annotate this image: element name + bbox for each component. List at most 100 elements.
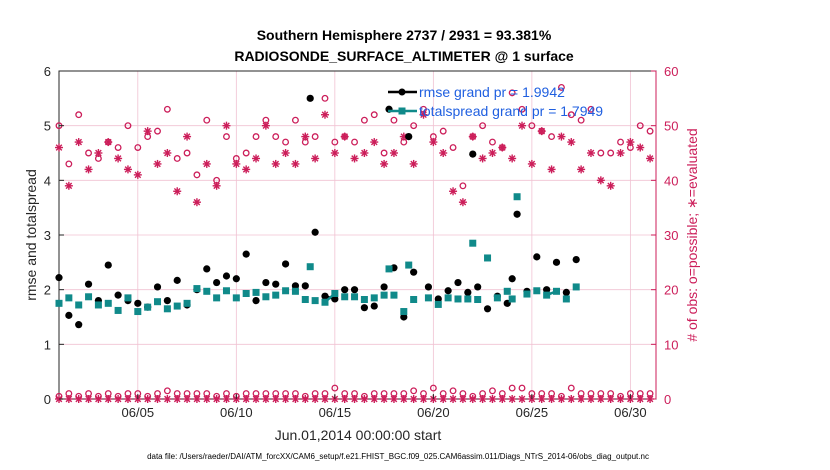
totalspread-point [222, 287, 230, 295]
right-y-axis-label: # of obs: o=possible; ∗=evaluated [684, 128, 700, 341]
obs-possible-marker [390, 116, 398, 124]
obs-possible-marker [252, 133, 260, 141]
rmse-point [262, 278, 270, 287]
right-axis-ticks: 0 10 20 30 40 50 60 [651, 64, 678, 407]
x-tick-label: 06/05 [122, 405, 155, 420]
totalspread-point [94, 301, 102, 309]
obs-evaluated-marker [320, 110, 329, 119]
obs-evaluated-marker [252, 154, 261, 163]
totalspread-point [114, 306, 122, 314]
obs-possible-marker [587, 105, 595, 113]
totalspread-point [85, 293, 93, 301]
obs-possible-marker [223, 133, 230, 141]
rmse-point [543, 286, 551, 294]
obs-evaluated-marker [380, 159, 389, 168]
obs-possible-marker [360, 116, 368, 124]
obs-possible-marker [321, 94, 329, 102]
obs-evaluated-marker [340, 395, 349, 403]
x-axis-label: Jun.01,2014 00:00:00 start [275, 427, 442, 443]
obs-evaluated-marker [527, 159, 536, 168]
obs-evaluated-marker [389, 395, 398, 403]
obs-possible-marker [65, 160, 73, 168]
obs-possible-marker [163, 105, 171, 113]
rmse-point [311, 228, 319, 236]
totalspread-point [370, 294, 378, 302]
totalspread-point [474, 296, 482, 304]
totalspread-point [55, 299, 63, 307]
rmse-point [301, 282, 309, 290]
obs-possible-marker [124, 122, 132, 130]
right-tick-label: 30 [664, 228, 678, 243]
legend: rmse grand pr = 1.9942 totalspread grand… [388, 84, 603, 119]
rmse-point [114, 291, 122, 299]
obs-evaluated-marker [577, 395, 586, 403]
obs-evaluated-marker [222, 121, 231, 130]
obs-evaluated-marker [261, 121, 270, 130]
obs-possible-marker [193, 171, 201, 179]
obs-evaluated-marker [55, 143, 63, 152]
totalspread-point [523, 290, 531, 298]
totalspread-point [321, 298, 329, 306]
obs-evaluated-marker [557, 395, 566, 403]
rmse-point [232, 275, 240, 283]
obs-evaluated-marker [232, 159, 241, 168]
grid-lines [59, 71, 656, 399]
obs-possible-marker [479, 122, 487, 130]
totalspread-point [351, 293, 359, 301]
obs-evaluated-marker [123, 395, 132, 403]
rmse-point [370, 302, 378, 310]
totalspread-point [464, 295, 472, 303]
totalspread-point [144, 303, 152, 311]
obs-evaluated-marker [508, 154, 517, 163]
obs-evaluated-marker [173, 395, 182, 403]
obs-evaluated-marker [360, 395, 369, 403]
obs-possible-marker [380, 149, 388, 157]
right-tick-label: 10 [664, 337, 678, 352]
rmse-point [203, 265, 211, 273]
obs-evaluated-marker [488, 149, 497, 157]
obs-possible-marker [459, 182, 467, 190]
obs-possible-marker [410, 387, 418, 395]
right-tick-label: 60 [664, 64, 678, 79]
totalspread-point [360, 296, 368, 304]
y-tick-label: 3 [44, 228, 51, 243]
totalspread-point [306, 263, 314, 271]
legend-rmse-label: rmse grand pr = 1.9942 [419, 84, 565, 100]
rmse-point [134, 299, 142, 307]
chart-title-line2: RADIOSONDE_SURFACE_ALTIMETER @ 1 surface [234, 48, 574, 64]
rmse-point [291, 282, 300, 290]
totalspread-point [454, 295, 462, 303]
totalspread-point [380, 291, 388, 299]
obs-evaluated-marker [84, 165, 93, 174]
rmse-point [469, 150, 477, 158]
obs-evaluated-marker [173, 187, 182, 196]
totalspread-point [444, 294, 452, 302]
rmse-point [562, 288, 570, 296]
totalspread-point [163, 305, 171, 313]
obs-possible-marker [410, 122, 418, 130]
right-tick-label: 20 [664, 283, 678, 298]
obs-evaluated-marker [163, 149, 172, 157]
obs-possible-marker [449, 144, 457, 151]
obs-possible-marker [134, 144, 142, 151]
obs-evaluated-marker [202, 159, 211, 168]
totalspread-point [390, 291, 398, 299]
obs-possible-marker [646, 127, 654, 135]
obs-possible-marker [439, 127, 447, 135]
obs-possible-marker [597, 149, 605, 157]
x-tick-label: 06/25 [516, 405, 549, 420]
obs-evaluated-marker [64, 395, 73, 403]
obs-evaluated-marker [478, 154, 487, 163]
rmse-point [65, 311, 73, 319]
rmse-point [55, 274, 63, 282]
obs-evaluated-marker [271, 159, 280, 168]
rmse-point [400, 313, 408, 321]
obs-evaluated-marker [74, 138, 83, 147]
rmse-point [552, 258, 561, 266]
obs-evaluated-marker [281, 149, 290, 157]
obs-evaluated-marker [183, 395, 192, 403]
obs-evaluated-marker [301, 395, 310, 403]
data-layer [55, 83, 655, 403]
obs-evaluated-marker [153, 159, 162, 168]
rmse-point [306, 94, 314, 102]
